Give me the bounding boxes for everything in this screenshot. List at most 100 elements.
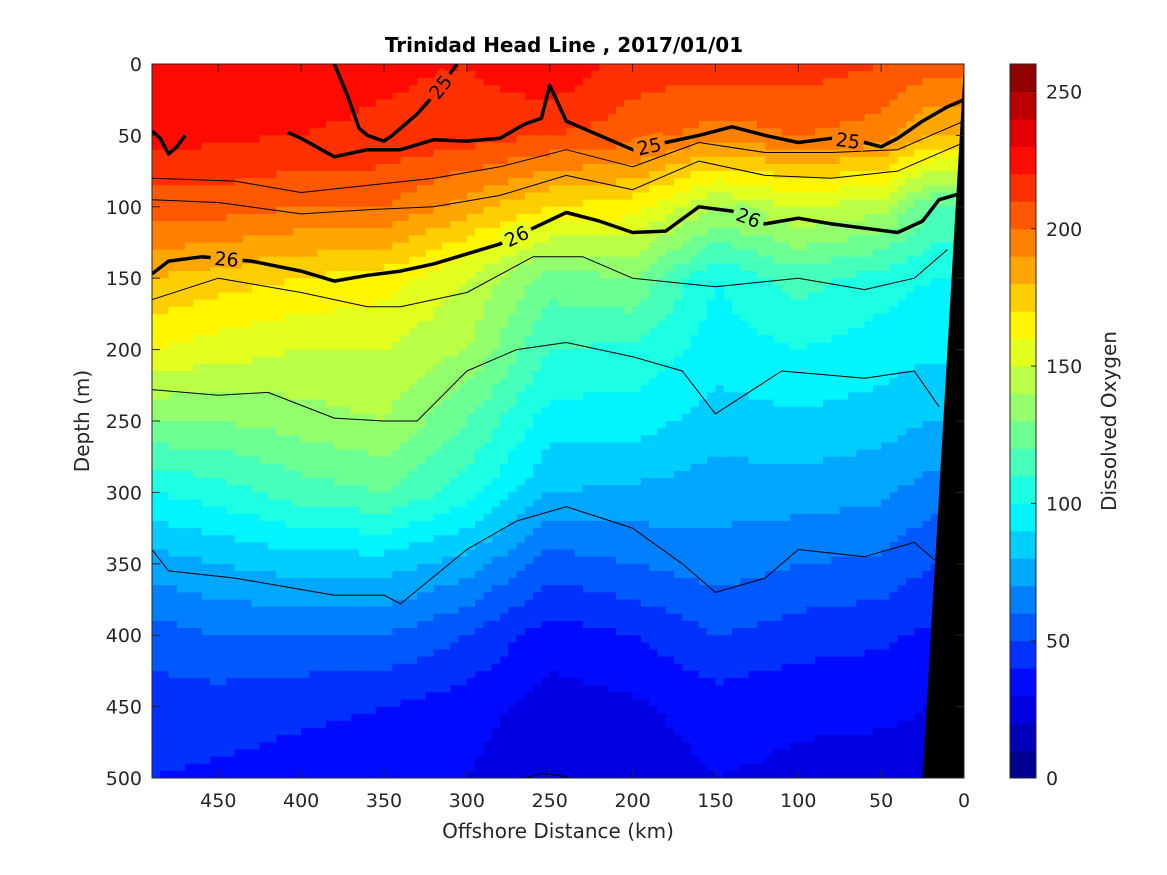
- oxygen-cell: [516, 199, 526, 208]
- oxygen-cell: [326, 635, 335, 643]
- oxygen-cell: [400, 742, 410, 751]
- oxygen-cell: [491, 256, 501, 265]
- oxygen-cell: [201, 535, 211, 543]
- oxygen-cell: [326, 713, 335, 722]
- oxygen-cell: [301, 242, 311, 251]
- oxygen-cell: [259, 185, 269, 194]
- oxygen-cell: [400, 71, 410, 79]
- oxygen-cell: [210, 585, 219, 593]
- oxygen-cell: [400, 221, 410, 229]
- oxygen-cell: [259, 99, 269, 108]
- oxygen-cell: [491, 635, 501, 643]
- oxygen-cell: [508, 185, 518, 194]
- oxygen-cell: [375, 685, 385, 693]
- oxygen-cell: [342, 371, 352, 379]
- oxygen-cell: [524, 171, 534, 179]
- oxygen-cell: [292, 163, 302, 172]
- oxygen-cell: [160, 385, 170, 394]
- oxygen-cell: [210, 449, 219, 458]
- oxygen-cell: [152, 106, 161, 115]
- oxygen-cell: [334, 99, 344, 108]
- oxygen-cell: [218, 399, 228, 408]
- oxygen-cell: [168, 428, 178, 436]
- oxygen-cell: [367, 163, 377, 172]
- oxygen-cell: [268, 535, 277, 543]
- oxygen-cell: [276, 506, 286, 515]
- oxygen-cell: [201, 149, 211, 158]
- oxygen-cell: [334, 592, 344, 601]
- oxygen-cell: [218, 742, 228, 751]
- oxygen-cell: [317, 64, 327, 72]
- oxygen-cell: [433, 492, 443, 501]
- oxygen-cell: [491, 478, 501, 486]
- oxygen-cell: [218, 492, 228, 501]
- oxygen-cell: [160, 492, 170, 501]
- oxygen-cell: [210, 64, 219, 72]
- oxygen-cell: [500, 64, 509, 72]
- oxygen-cell: [408, 485, 418, 493]
- oxygen-cell: [491, 735, 501, 743]
- oxygen-cell: [317, 271, 327, 279]
- oxygen-cell: [193, 392, 203, 401]
- oxygen-cell: [450, 570, 460, 579]
- oxygen-cell: [185, 435, 195, 444]
- oxygen-cell: [234, 156, 244, 165]
- oxygen-cell: [408, 206, 418, 215]
- oxygen-cell: [259, 392, 269, 401]
- oxygen-cell: [292, 570, 302, 579]
- oxygen-cell: [243, 171, 253, 179]
- oxygen-cell: [201, 285, 211, 294]
- oxygen-cell: [350, 178, 360, 186]
- oxygen-cell: [500, 356, 509, 365]
- oxygen-cell: [251, 371, 261, 379]
- oxygen-cell: [533, 142, 543, 151]
- oxygen-cell: [533, 206, 543, 215]
- oxygen-cell: [442, 613, 451, 622]
- oxygen-cell: [251, 335, 261, 344]
- oxygen-cell: [458, 406, 468, 415]
- oxygen-cell: [392, 99, 402, 108]
- oxygen-cell: [234, 763, 244, 772]
- oxygen-cell: [508, 206, 518, 215]
- oxygen-cell: [533, 670, 543, 679]
- oxygen-cell: [334, 235, 344, 244]
- oxygen-cell: [259, 449, 269, 458]
- oxygen-cell: [359, 485, 369, 493]
- oxygen-cell: [168, 206, 178, 215]
- oxygen-cell: [334, 371, 344, 379]
- oxygen-cell: [524, 99, 534, 108]
- oxygen-cell: [243, 249, 253, 258]
- oxygen-cell: [317, 249, 327, 258]
- oxygen-cell: [185, 163, 195, 172]
- oxygen-cell: [433, 121, 443, 129]
- oxygen-cell: [450, 456, 460, 465]
- oxygen-cell: [243, 421, 253, 429]
- oxygen-cell: [549, 763, 559, 772]
- oxygen-cell: [458, 299, 468, 308]
- oxygen-cell: [309, 649, 319, 658]
- oxygen-cell: [234, 313, 244, 322]
- oxygen-cell: [276, 556, 286, 565]
- oxygen-cell: [350, 249, 360, 258]
- oxygen-cell: [375, 535, 385, 543]
- oxygen-cell: [317, 763, 327, 772]
- oxygen-cell: [408, 199, 418, 208]
- oxygen-cell: [458, 99, 468, 108]
- oxygen-cell: [218, 770, 228, 778]
- oxygen-cell: [367, 606, 377, 615]
- oxygen-cell: [301, 506, 311, 515]
- oxygen-cell: [243, 649, 253, 658]
- oxygen-cell: [524, 406, 534, 415]
- oxygen-cell: [251, 620, 261, 629]
- oxygen-cell: [193, 570, 203, 579]
- oxygen-cell: [350, 570, 360, 579]
- oxygen-cell: [375, 349, 385, 358]
- oxygen-cell: [218, 756, 228, 765]
- oxygen-cell: [317, 720, 327, 729]
- oxygen-cell: [284, 378, 294, 386]
- oxygen-cell: [516, 570, 526, 579]
- oxygen-cell: [201, 435, 211, 444]
- oxygen-cell: [234, 199, 244, 208]
- oxygen-cell: [268, 728, 277, 736]
- oxygen-cell: [450, 663, 460, 672]
